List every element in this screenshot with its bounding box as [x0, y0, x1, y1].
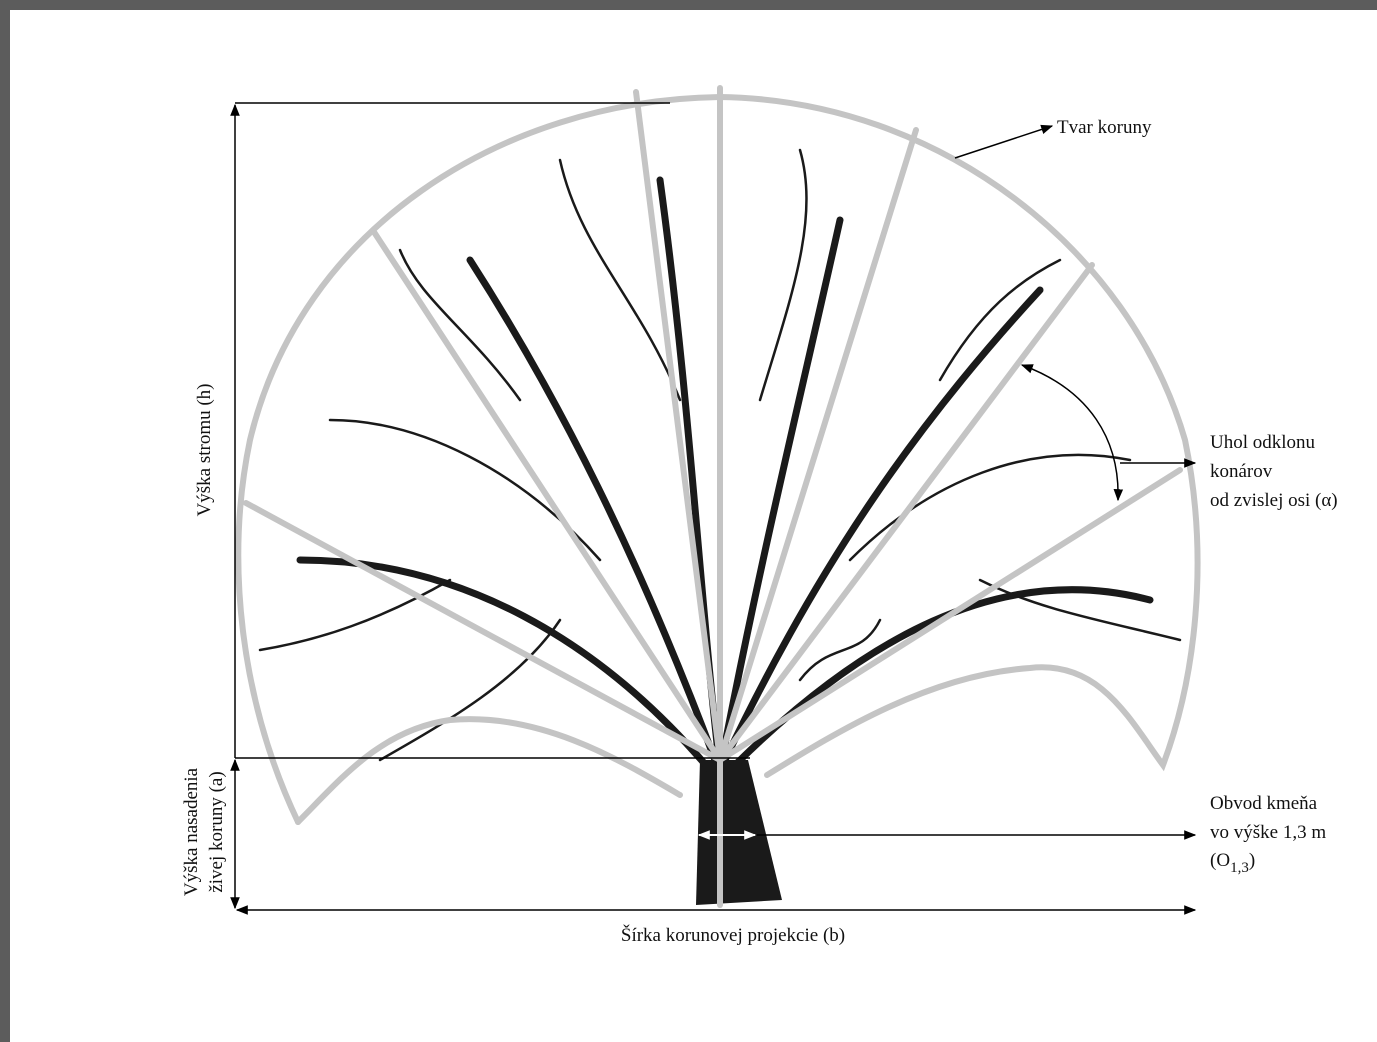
label: Tvar koruny — [1057, 117, 1152, 138]
label: Šírka korunovej projekcie (b) — [621, 924, 845, 946]
label-part: ) — [1249, 850, 1255, 871]
label: Výška stromu (h) — [194, 384, 215, 517]
label-part: (O — [1210, 850, 1230, 871]
label: Výška nasadenia — [181, 767, 202, 896]
label: Uhol odklonu — [1210, 432, 1316, 453]
label: vo výške 1,3 m — [1210, 822, 1326, 843]
crown-guides — [235, 85, 1201, 908]
label: konárov — [1210, 461, 1273, 482]
label: (O1,3) — [1210, 850, 1255, 876]
dimension-lines — [230, 102, 1197, 915]
label: od zvislej osi (α) — [1210, 490, 1338, 511]
label: živej koruny (a) — [206, 771, 227, 892]
label: Obvod kmeňa — [1210, 793, 1318, 814]
subscript: 1,3 — [1230, 860, 1249, 876]
